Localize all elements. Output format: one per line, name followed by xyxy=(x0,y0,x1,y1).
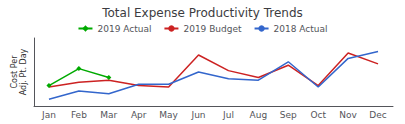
svg-text:Apr: Apr xyxy=(131,110,147,120)
svg-text:Mar: Mar xyxy=(100,110,117,120)
svg-text:May: May xyxy=(159,110,178,120)
svg-text:Oct: Oct xyxy=(310,110,326,120)
svg-text:Jan: Jan xyxy=(41,110,56,120)
svg-text:Jun: Jun xyxy=(191,110,206,120)
svg-text:2019 Budget: 2019 Budget xyxy=(183,24,242,34)
svg-text:Dec: Dec xyxy=(369,110,386,120)
svg-text:Cost Per: Cost Per xyxy=(10,55,19,89)
svg-text:2019 Actual: 2019 Actual xyxy=(97,24,151,34)
svg-text:Jul: Jul xyxy=(222,110,234,120)
svg-text:Adj. Pt. Day: Adj. Pt. Day xyxy=(19,48,28,95)
svg-text:Sep: Sep xyxy=(280,110,297,120)
svg-text:Feb: Feb xyxy=(71,110,87,120)
svg-text:Aug: Aug xyxy=(250,110,268,120)
svg-text:Nov: Nov xyxy=(339,110,357,120)
svg-text:Total Expense Productivity Tre: Total Expense Productivity Trends xyxy=(101,6,303,20)
svg-text:2018 Actual: 2018 Actual xyxy=(274,24,328,34)
